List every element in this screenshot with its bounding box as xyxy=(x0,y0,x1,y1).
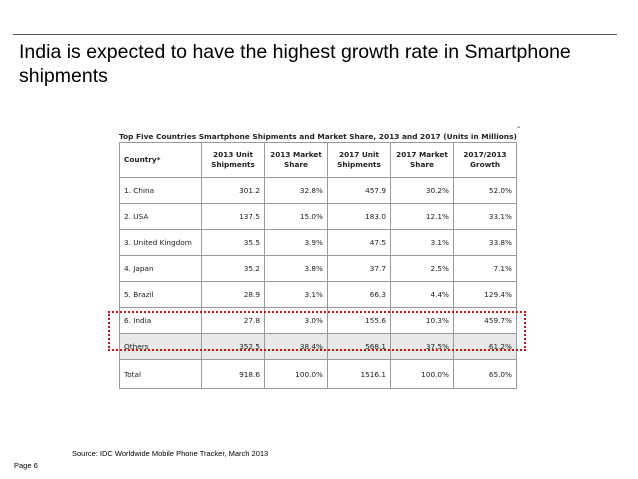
cell-2017-shipments: 568.1 xyxy=(327,333,391,360)
cell-2013-shipments: 137.5 xyxy=(201,203,265,230)
cell-2017-shipments: 47.5 xyxy=(327,229,391,256)
corner-mark: - xyxy=(517,122,521,133)
cell-2013-shipments: 35.2 xyxy=(201,255,265,282)
cell-country: 1. China xyxy=(119,177,202,204)
header-2013-unit-shipments: 2013 Unit Shipments xyxy=(201,142,265,178)
shipments-table: Country* 2013 Unit Shipments 2013 Market… xyxy=(119,142,517,389)
cell-2017-share: 4.4% xyxy=(390,281,454,308)
header-2013-market-share: 2013 Market Share xyxy=(264,142,328,178)
cell-growth: 65.0% xyxy=(453,359,517,389)
source-note: Source: IDC Worldwide Mobile Phone Track… xyxy=(72,449,269,458)
slide-title: India is expected to have the highest gr… xyxy=(19,41,571,87)
cell-country: 4. Japan xyxy=(119,255,202,282)
table-row-total: Total 918.6 100.0% 1516.1 100.0% 65.0% xyxy=(119,359,517,389)
cell-2013-share: 3.9% xyxy=(264,229,328,256)
cell-2017-shipments: 1516.1 xyxy=(327,359,391,389)
header-2017-unit-shipments: 2017 Unit Shipments xyxy=(327,142,391,178)
table-row: 2. USA 137.5 15.0% 183.0 12.1% 33.1% xyxy=(119,203,517,230)
cell-2013-share: 3.1% xyxy=(264,281,328,308)
cell-2017-share: 3.1% xyxy=(390,229,454,256)
table-row: 1. China 301.2 32.8% 457.9 30.2% 52.0% xyxy=(119,177,517,204)
cell-2017-shipments: 457.9 xyxy=(327,177,391,204)
cell-country: Others xyxy=(119,333,202,360)
cell-2013-share: 38.4% xyxy=(264,333,328,360)
cell-2017-share: 30.2% xyxy=(390,177,454,204)
cell-country: 2. USA xyxy=(119,203,202,230)
header-growth: 2017/2013 Growth xyxy=(453,142,517,178)
cell-growth: 7.1% xyxy=(453,255,517,282)
table-row: 4. Japan 35.2 3.8% 37.7 2.5% 7.1% xyxy=(119,255,517,282)
cell-2013-shipments: 352.5 xyxy=(201,333,265,360)
cell-2017-shipments: 37.7 xyxy=(327,255,391,282)
cell-2013-shipments: 35.5 xyxy=(201,229,265,256)
title-divider xyxy=(13,34,617,35)
india-highlight-box xyxy=(108,311,526,351)
cell-country: 5. Brazil xyxy=(119,281,202,308)
cell-country: 3. United Kingdom xyxy=(119,229,202,256)
table-header-row: Country* 2013 Unit Shipments 2013 Market… xyxy=(119,142,517,178)
cell-2013-share: 3.8% xyxy=(264,255,328,282)
cell-2013-shipments: 301.2 xyxy=(201,177,265,204)
cell-2013-shipments: 918.6 xyxy=(201,359,265,389)
cell-2013-shipments: 28.9 xyxy=(201,281,265,308)
cell-2017-shipments: 183.0 xyxy=(327,203,391,230)
cell-growth: 33.1% xyxy=(453,203,517,230)
cell-growth: 129.4% xyxy=(453,281,517,308)
cell-growth: 33.8% xyxy=(453,229,517,256)
cell-2013-share: 15.0% xyxy=(264,203,328,230)
page-number: Page 6 xyxy=(14,461,38,470)
cell-country: Total xyxy=(119,359,202,389)
table-row: 3. United Kingdom 35.5 3.9% 47.5 3.1% 33… xyxy=(119,229,517,256)
cell-growth: 52.0% xyxy=(453,177,517,204)
cell-2017-share: 2.5% xyxy=(390,255,454,282)
cell-2017-share: 12.1% xyxy=(390,203,454,230)
table-row: 5. Brazil 28.9 3.1% 66.3 4.4% 129.4% xyxy=(119,281,517,308)
header-country: Country* xyxy=(119,142,202,178)
cell-2017-share: 100.0% xyxy=(390,359,454,389)
table-caption: Top Five Countries Smartphone Shipments … xyxy=(119,132,517,141)
cell-growth: 61.2% xyxy=(453,333,517,360)
cell-2017-shipments: 66.3 xyxy=(327,281,391,308)
shipments-table-image: Top Five Countries Smartphone Shipments … xyxy=(119,131,517,389)
table-row-others: Others 352.5 38.4% 568.1 37.5% 61.2% xyxy=(119,333,517,360)
header-2017-market-share: 2017 Market Share xyxy=(390,142,454,178)
cell-2013-share: 100.0% xyxy=(264,359,328,389)
cell-2013-share: 32.8% xyxy=(264,177,328,204)
